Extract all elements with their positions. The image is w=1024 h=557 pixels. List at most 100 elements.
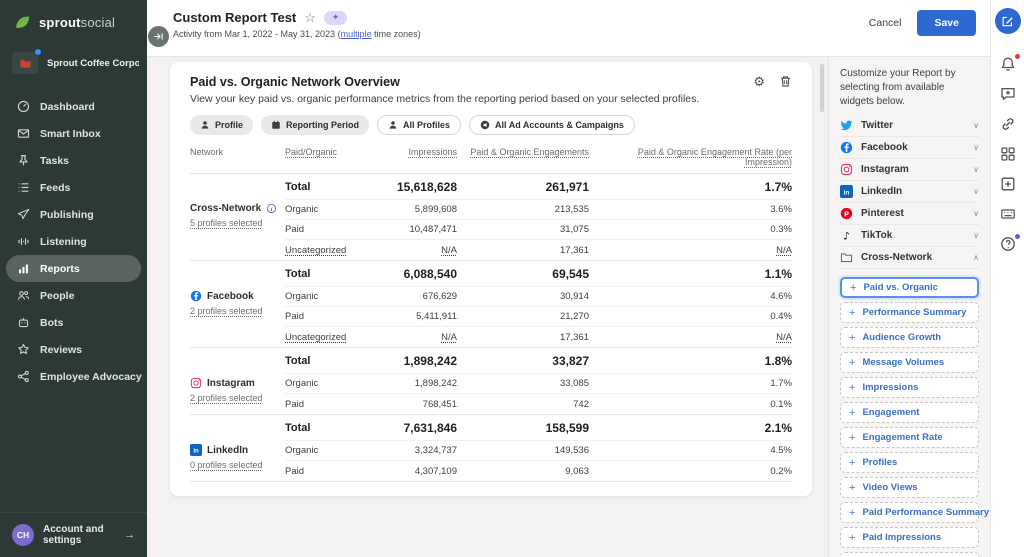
account-and-settings[interactable]: CH Account and settings → [0,512,147,557]
add-widget-button-paid-vs-organic[interactable]: + Paid vs. Organic [840,277,979,298]
network-accordion-cross-network[interactable]: Cross-Network ∧ [840,247,979,269]
network-cell: Instagram 2 profiles selected [190,348,285,414]
add-widget-button-engagement[interactable]: + Engagement [840,402,979,423]
add-widget-button-impressions[interactable]: + Impressions [840,377,979,398]
table-row-facebook-uncategorized: Uncategorized N/A 17,361 N/A [285,331,792,343]
table-row-instagram-total: Total 1,898,242 33,827 1.8% [285,348,792,374]
alerts-icon[interactable] [1000,54,1020,72]
feeds-icon [16,181,30,195]
favorite-star-icon[interactable]: ☆ [304,10,316,25]
network-accordion-facebook[interactable]: Facebook ∨ [840,137,979,159]
add-widget-button-message-volumes[interactable]: + Message Volumes [840,352,979,373]
add-widget-button-paid-impressions[interactable]: + Paid Impressions [840,527,979,548]
column-paid-organic[interactable]: Paid/Organic [285,147,338,157]
widget-button-list: + Paid vs. Organic + Performance Summary + Au… [840,277,989,557]
widget-settings-gear-icon[interactable]: ⚙ [753,74,765,89]
sidebar-collapse-toggle[interactable] [148,26,169,47]
ai-sparkle-badge[interactable]: ✦ [323,10,348,25]
calendar-icon [271,120,281,130]
save-button[interactable]: Save [917,10,976,36]
info-icon[interactable] [266,203,277,214]
twitter-icon [840,119,853,132]
add-widget-button-paid-engagements[interactable]: +Paid Engagements [840,552,979,557]
profiles-selected[interactable]: 0 profiles selected [190,460,263,470]
advocacy-icon [16,370,30,384]
table-row-cross-network-total: Total 15,618,628 261,971 1.7% [285,174,792,200]
network-accordion-pinterest[interactable]: P Pinterest ∨ [840,203,979,225]
cancel-button[interactable]: Cancel [868,17,902,29]
links-icon[interactable] [1000,116,1016,132]
filter-chip-all-ad-accounts-campaigns[interactable]: All Ad Accounts & Campaigns [469,115,635,135]
add-widget-button-audience-growth[interactable]: + Audience Growth [840,327,979,348]
dashboard-icon [16,100,30,114]
workspace-switcher[interactable]: Sprout Coffee Corporate ... [0,32,147,74]
chevron-up-icon: ∧ [973,253,979,262]
network-accordion-instagram[interactable]: Instagram ∨ [840,159,979,181]
column-engagements[interactable]: Paid & Organic Engagements [470,147,589,157]
profiles-selected[interactable]: 5 profiles selected [190,218,263,228]
sidebar-item-tasks[interactable]: Tasks [6,147,141,174]
widget-title: Paid vs. Organic Network Overview [190,75,400,89]
brand-text: sproutsocial [39,15,116,30]
sidebar-item-listening[interactable]: Listening [6,228,141,255]
facebook-icon [840,141,853,154]
add-widget-button-performance-summary[interactable]: + Performance Summary [840,302,979,323]
sidebar-item-employee-advocacy[interactable]: Employee Advocacy [6,363,142,390]
avatar: CH [12,524,34,546]
add-widget-icon[interactable] [1000,176,1016,192]
widget-delete-trash-icon[interactable] [779,75,792,88]
arrow-right-icon: → [124,529,135,541]
filter-chip-reporting-period[interactable]: Reporting Period [261,115,370,135]
person-icon [388,120,398,130]
table-row-linkedin-paid: Paid 4,307,109 9,063 0.2% [285,465,792,477]
sidebar-item-feeds[interactable]: Feeds [6,174,141,201]
column-engagement-rate[interactable]: Paid & Organic Engagement Rate (per Impr… [637,147,792,167]
sidebar-item-smart-inbox[interactable]: Smart Inbox [6,120,141,147]
messages-icon[interactable] [1000,86,1016,102]
sidebar-item-reviews[interactable]: Reviews [6,336,141,363]
sidebar: sproutsocial Sprout Coffee Corporate ...… [0,0,147,557]
profiles-selected[interactable]: 2 profiles selected [190,306,263,316]
sidebar-item-dashboard[interactable]: Dashboard [6,93,141,120]
network-cell: Cross-Network 5 profiles selected [190,174,285,260]
filter-chip-all-profiles[interactable]: All Profiles [377,115,462,135]
report-header: Custom Report Test ☆ ✦ Activity from Mar… [147,0,990,57]
person-icon [200,120,210,130]
plus-icon: + [849,456,856,469]
apps-icon[interactable] [1000,146,1016,162]
column-impressions[interactable]: Impressions [408,147,457,157]
inbox-icon [16,127,30,141]
add-widget-button-paid-performance-summary[interactable]: + Paid Performance Summary [840,502,989,523]
table-body: Cross-Network 5 profiles selected Total 15,… [190,174,792,482]
report-canvas: Paid vs. Organic Network Overview ⚙ View… [147,57,828,557]
chevron-down-icon: ∨ [973,121,979,130]
tiktok-icon: ♪ [840,229,853,242]
red-badge-dot [1014,54,1020,59]
sidebar-item-people[interactable]: People [6,282,141,309]
plus-icon: + [849,431,856,444]
bots-icon [16,316,30,330]
timezones-link[interactable]: multiple [340,29,372,39]
network-accordion-linkedin[interactable]: in LinkedIn ∨ [840,181,979,203]
vertical-scrollbar[interactable] [820,64,824,112]
sprout-social-logo: sproutsocial [0,0,147,32]
table-row-linkedin-organic: Organic 3,324,737 149,536 4.5% [285,441,792,461]
profiles-selected[interactable]: 2 profiles selected [190,393,263,403]
help-icon[interactable] [1000,234,1020,252]
add-widget-button-profiles[interactable]: + Profiles [840,452,979,473]
main-area: Custom Report Test ☆ ✦ Activity from Mar… [147,0,990,557]
sidebar-item-bots[interactable]: Bots [6,309,141,336]
keyboard-icon[interactable] [1000,206,1016,222]
network-accordion-tiktok[interactable]: ♪ TikTok ∨ [840,225,979,247]
sidebar-item-publishing[interactable]: Publishing [6,201,141,228]
chevron-down-icon: ∨ [973,231,979,240]
reports-icon [16,262,30,276]
compose-button[interactable] [994,8,1021,34]
network-accordion-twitter[interactable]: Twitter ∨ [840,115,979,137]
add-widget-button-video-views[interactable]: + Video Views [840,477,979,498]
add-widget-button-engagement-rate[interactable]: + Engagement Rate [840,427,979,448]
sidebar-item-reports[interactable]: Reports [6,255,141,282]
network-cell: in LinkedIn 0 profiles selected [190,415,285,481]
filter-chip-profile[interactable]: Profile [190,115,254,135]
plus-icon: + [849,331,856,344]
